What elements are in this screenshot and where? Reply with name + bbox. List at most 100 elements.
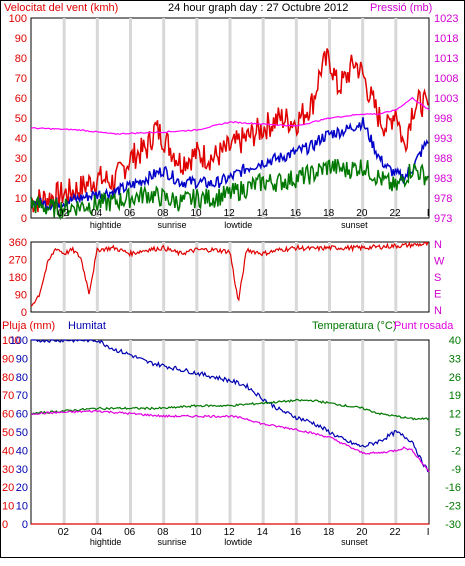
event-label-sunset: sunset: [341, 537, 368, 547]
humidity-tick-label: 70: [16, 390, 28, 402]
wind-speed-tick-label: 10: [15, 193, 27, 205]
direction-tick-label: 90: [15, 290, 27, 302]
chart-date-title: 24 hour graph day : 27 Octubre 2012: [168, 2, 348, 14]
rain-tick-label: 60: [2, 409, 14, 421]
event-label-hightide: hightide: [90, 537, 122, 547]
wind-axis-title: Velocitat del vent (kmh): [4, 2, 118, 14]
humidity-axis-title: Humitat: [68, 320, 106, 332]
rain-tick-label: 50: [2, 427, 14, 439]
rh-series: [30, 338, 430, 525]
wind-speed-tick-label: 60: [15, 93, 27, 105]
direction-degree-ticks: 0 90 180 270 360: [9, 237, 27, 319]
hour-tick-label: 06: [124, 208, 136, 219]
pressure-tick-label: 983: [434, 173, 452, 185]
hour-tick-label: 22: [389, 527, 401, 538]
compass-tick-label: E: [434, 289, 441, 301]
wind-speed-tick-label: 20: [15, 173, 27, 185]
direction-tick-label: 360: [9, 237, 27, 249]
humidity-tick-label: 50: [16, 427, 28, 439]
wind-speed-tick-label: 40: [15, 133, 27, 145]
hour-tick-label: 14: [257, 527, 269, 538]
series-line-direction: [30, 241, 429, 307]
series-line-pressure: [30, 96, 430, 135]
humidity-tick-label: 20: [16, 482, 28, 494]
series-line-humidity: [31, 338, 430, 473]
humidity-tick-label: 40: [16, 445, 28, 457]
series-line-temperature: [30, 398, 430, 421]
dewpoint-axis-title: Punt rosada: [394, 320, 454, 332]
temperature-tick-label: -2: [451, 445, 461, 457]
pressure-tick-label: 978: [434, 193, 452, 205]
temperature-tick-label: 12: [449, 409, 461, 421]
wind-speed-tick-label: 0: [21, 213, 27, 225]
event-label-lowtide: lowtide: [224, 537, 252, 547]
pressure-tick-label: 973: [434, 213, 452, 225]
temperature-tick-label: -23: [445, 501, 461, 513]
rain-tick-label: 100: [2, 335, 20, 347]
hour-tick-label: 08: [157, 208, 169, 219]
direction-tick-label: 0: [21, 307, 27, 319]
rain-tick-label: 30: [2, 464, 14, 476]
hour-tick-label: 14: [257, 208, 269, 219]
compass-tick-label: N: [434, 239, 442, 251]
pressure-tick-label: 993: [434, 133, 452, 145]
hour-tick-label: 10: [190, 527, 202, 538]
wind-speed-tick-label: 50: [15, 113, 27, 125]
hour-tick-label: 22: [389, 208, 401, 219]
hour-tick-label: 16: [290, 208, 302, 219]
hour-tick-label: I: [427, 208, 430, 219]
temperature-axis-title: Temperatura (°C): [312, 320, 396, 332]
pressure-axis-title: Pressió (mb): [370, 2, 432, 14]
pressure-tick-label: 1013: [434, 53, 458, 65]
temperature-tick-label: 40: [449, 335, 461, 347]
temperature-tick-label: 5: [455, 427, 461, 439]
hour-tick-label: 18: [323, 208, 335, 219]
rain-tick-label: 40: [2, 445, 14, 457]
humidity-ticks: 0 10 20 30 40 50 60 70 80 90 100: [10, 335, 28, 531]
wind-speed-tick-label: 30: [15, 153, 27, 165]
rain-ticks: 0 10 20 30 40 50 60 70 80 90 100: [2, 335, 20, 531]
wind-series: [30, 48, 430, 221]
hour-tick-label: 18: [323, 527, 335, 538]
hour-tick-label: 16: [290, 527, 302, 538]
series-line-average: [30, 117, 429, 213]
series-line-gust: [30, 48, 429, 213]
wind-speed-tick-label: 80: [15, 53, 27, 65]
wind-speed-tick-label: 70: [15, 73, 27, 85]
hour-tick-label: 04: [91, 527, 103, 538]
rain-tick-label: 70: [2, 390, 14, 402]
hour-tick-label: 20: [356, 208, 368, 219]
event-label-lowtide: lowtide: [224, 220, 252, 230]
direction-series: [30, 241, 429, 307]
series-line-dewpoint: [30, 409, 430, 473]
pressure-tick-label: 998: [434, 113, 452, 125]
pressure-tick-label: 1018: [434, 33, 458, 45]
temperature-tick-label: 19: [449, 390, 461, 402]
wind-speed-tick-label: 90: [15, 33, 27, 45]
humidity-tick-label: 60: [16, 409, 28, 421]
hour-tick-label: 06: [124, 527, 136, 538]
temperature-tick-label: -9: [451, 464, 461, 476]
event-label-sunrise: sunrise: [157, 537, 186, 547]
event-label-sunset: sunset: [341, 220, 368, 230]
humidity-tick-label: 90: [16, 353, 28, 365]
hour-tick-label: 04: [91, 208, 103, 219]
hour-tick-label: 08: [157, 527, 169, 538]
rain-tick-label: 0: [2, 519, 8, 531]
humidity-tick-label: 30: [16, 464, 28, 476]
compass-tick-label: S: [434, 272, 441, 284]
wind-speed-tick-label: 100: [9, 13, 27, 25]
temperature-tick-label: 26: [449, 372, 461, 384]
hour-tick-label: 02: [58, 527, 70, 538]
event-label-sunrise: sunrise: [157, 220, 186, 230]
temperature-tick-label: -16: [445, 482, 461, 494]
wind-speed-ticks: 0 10 20 30 40 50 60 70 80 90 100: [9, 13, 27, 225]
pressure-tick-label: 988: [434, 153, 452, 165]
pressure-ticks: 973 978 983 988 993 998 1003 1008 1013 1018 1023: [434, 13, 458, 225]
